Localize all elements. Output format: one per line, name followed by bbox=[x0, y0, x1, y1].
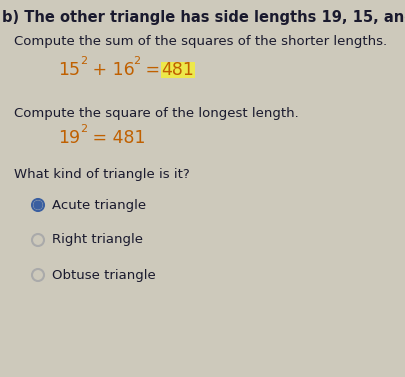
Text: 19: 19 bbox=[58, 129, 80, 147]
Text: = 481: = 481 bbox=[87, 129, 145, 147]
FancyBboxPatch shape bbox=[161, 62, 195, 78]
Text: 2: 2 bbox=[80, 56, 87, 66]
Text: =: = bbox=[140, 61, 166, 79]
Text: 481: 481 bbox=[162, 61, 194, 79]
Text: Compute the square of the longest length.: Compute the square of the longest length… bbox=[14, 107, 299, 120]
Text: 15: 15 bbox=[58, 61, 80, 79]
Text: Acute triangle: Acute triangle bbox=[52, 199, 146, 211]
Text: Compute the sum of the squares of the shorter lengths.: Compute the sum of the squares of the sh… bbox=[14, 35, 387, 48]
Text: b) The other triangle has side lengths 19, 15, and 16.: b) The other triangle has side lengths 1… bbox=[2, 10, 405, 25]
Circle shape bbox=[34, 201, 42, 209]
Text: + 16: + 16 bbox=[87, 61, 135, 79]
Text: What kind of triangle is it?: What kind of triangle is it? bbox=[14, 168, 190, 181]
Text: Obtuse triangle: Obtuse triangle bbox=[52, 268, 156, 282]
Text: Right triangle: Right triangle bbox=[52, 233, 143, 247]
Text: 2: 2 bbox=[80, 124, 87, 134]
Text: 2: 2 bbox=[133, 56, 140, 66]
